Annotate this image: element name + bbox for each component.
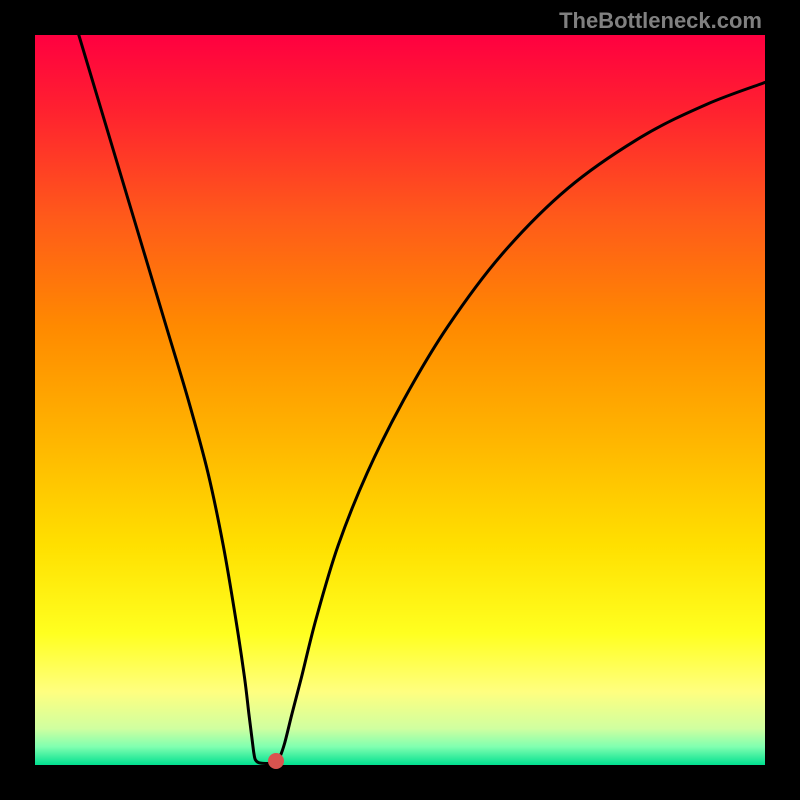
optimum-marker-dot <box>268 753 284 769</box>
chart-outer-frame: TheBottleneck.com <box>0 0 800 800</box>
chart-plot-area <box>35 35 765 765</box>
chart-svg-layer <box>35 35 765 765</box>
watermark-text: TheBottleneck.com <box>559 8 762 34</box>
gradient-background <box>35 35 765 765</box>
